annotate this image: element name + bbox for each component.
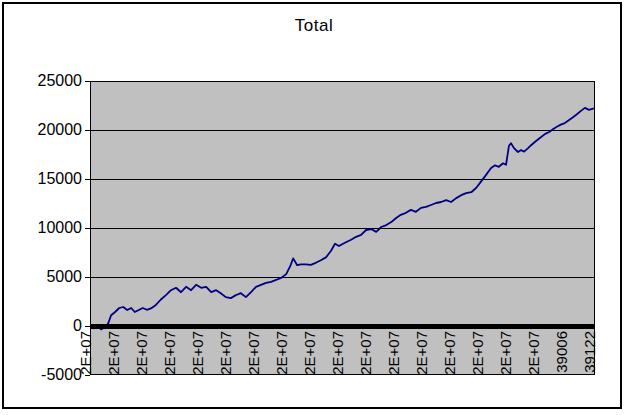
x-tick-label: 2E+07	[106, 331, 122, 395]
y-axis-tick	[85, 277, 90, 278]
x-tick-label: 2E+07	[386, 331, 402, 395]
x-tick-label: 2E+07	[442, 331, 458, 395]
y-tick-label: 10000	[10, 219, 82, 237]
y-axis-tick	[85, 326, 90, 327]
x-tick-label: 2E+07	[526, 331, 542, 395]
x-tick-label: 2E+07	[414, 331, 430, 395]
x-tick-label: 2E+07	[498, 331, 514, 395]
x-tick-label: 2E+07	[274, 331, 290, 395]
y-tick-label: 25000	[10, 72, 82, 90]
x-tick-label: 2E+07	[190, 331, 206, 395]
y-tick-label: 20000	[10, 121, 82, 139]
y-tick-label: 15000	[10, 170, 82, 188]
x-tick-label: 2E+07	[302, 331, 318, 395]
y-axis-tick	[85, 179, 90, 180]
y-axis-tick	[85, 130, 90, 131]
x-tick-label: 2E+07	[358, 331, 374, 395]
x-tick-label: 39122	[582, 331, 598, 395]
line-series-total	[91, 108, 594, 330]
y-tick-label: 0	[10, 317, 82, 335]
chart-title: Total	[0, 16, 628, 36]
x-tick-label: 39006	[554, 331, 570, 395]
x-tick-label: 2E+07	[78, 331, 94, 395]
y-axis-tick	[85, 81, 90, 82]
x-tick-label: 2E+07	[134, 331, 150, 395]
y-tick-label: -5000	[10, 366, 82, 384]
x-tick-label: 2E+07	[330, 331, 346, 395]
x-tick-label: 2E+07	[246, 331, 262, 395]
category-axis-line	[91, 324, 594, 329]
x-tick-label: 2E+07	[470, 331, 486, 395]
y-tick-label: 5000	[10, 268, 82, 286]
y-axis-tick	[85, 228, 90, 229]
x-tick-label: 2E+07	[218, 331, 234, 395]
x-tick-label: 2E+07	[162, 331, 178, 395]
